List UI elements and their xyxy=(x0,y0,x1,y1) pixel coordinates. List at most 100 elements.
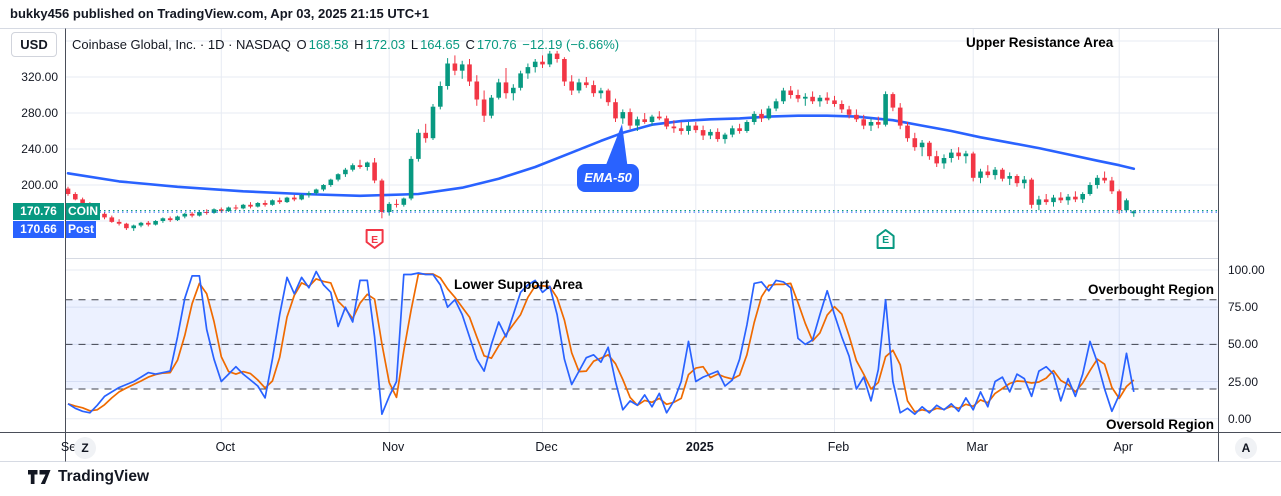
symbol-title: Coinbase Global, Inc. · 1D · NASDAQ xyxy=(72,37,291,52)
candle-body xyxy=(1029,179,1034,205)
candle-body xyxy=(642,119,647,122)
candle-body xyxy=(240,204,246,209)
candle-body xyxy=(255,203,261,207)
candle-body xyxy=(766,108,772,119)
lower-support-label: Lower Support Area xyxy=(454,277,583,292)
candle-body xyxy=(824,97,830,101)
candle-body xyxy=(1036,199,1042,205)
candle-body xyxy=(949,152,954,158)
post-market-price-badge[interactable]: 170.66 xyxy=(13,221,64,238)
candle-body xyxy=(744,122,750,131)
candle-body xyxy=(730,128,735,135)
candle-body xyxy=(598,90,604,94)
candle-body xyxy=(686,125,691,131)
timescale-z-button[interactable]: Z xyxy=(74,437,96,459)
candle-body xyxy=(584,82,589,86)
candle-body xyxy=(978,171,983,178)
candle-body xyxy=(620,112,626,119)
candle-body xyxy=(737,128,742,131)
candle-body xyxy=(532,61,538,68)
earnings-marker-letter: E xyxy=(882,234,889,246)
post-market-tag-badge[interactable]: Post xyxy=(66,221,96,238)
candle-body xyxy=(496,82,501,98)
candle-body xyxy=(1095,177,1100,185)
candle-body xyxy=(474,81,480,100)
candle-body xyxy=(416,132,421,159)
candle-body xyxy=(1102,177,1107,181)
candle-body xyxy=(781,90,786,102)
candle-body xyxy=(1131,211,1137,214)
candle-body xyxy=(138,222,144,226)
candle-body xyxy=(197,212,202,216)
low-value: 164.65 xyxy=(420,37,460,52)
candle-body xyxy=(1065,196,1071,201)
candle-body xyxy=(861,119,866,126)
candle-body xyxy=(985,171,991,176)
candle-body xyxy=(65,188,71,194)
candle-body xyxy=(1043,199,1049,203)
candle-body xyxy=(759,113,764,119)
price-axis-label: 280.00 xyxy=(21,106,58,120)
candle-body xyxy=(153,221,158,225)
candle-body xyxy=(671,126,677,129)
candle-body xyxy=(328,179,334,185)
attribution-text: bukky456 published on TradingView.com, A… xyxy=(10,6,429,21)
candle-body xyxy=(919,142,925,148)
earnings-marker-icon xyxy=(365,229,384,249)
candle-body xyxy=(635,119,640,126)
candle-body xyxy=(438,86,443,107)
candle-body xyxy=(795,95,801,99)
candle-body xyxy=(124,223,129,229)
time-axis-label: Oct xyxy=(216,440,236,454)
upper-resistance-label: Upper Resistance Area xyxy=(966,35,1114,50)
last-price-badge[interactable]: 170.76 xyxy=(13,203,64,220)
candle-body xyxy=(481,99,487,116)
candle-body xyxy=(956,152,961,157)
candle-body xyxy=(700,130,706,136)
candle-body xyxy=(306,193,312,195)
candle-body xyxy=(511,87,516,94)
candle-body xyxy=(1124,200,1129,211)
candle-body xyxy=(211,209,217,213)
candle-body xyxy=(262,203,268,205)
candle-body xyxy=(343,169,348,175)
tradingview-logo-icon xyxy=(28,469,51,484)
symbol-header[interactable]: Coinbase Global, Inc. · 1D · NASDAQ O 168… xyxy=(72,37,621,52)
candle-body xyxy=(146,222,151,225)
indicator-axis-label: 0.00 xyxy=(1228,411,1252,426)
indicator-axis-label: 50.00 xyxy=(1228,337,1259,352)
candle-body xyxy=(116,221,122,224)
candle-body xyxy=(386,203,392,212)
candle-body xyxy=(883,94,888,125)
candle-body xyxy=(1022,179,1027,184)
candle-body xyxy=(80,199,85,203)
indicator-axis-label: 100.00 xyxy=(1228,263,1265,277)
candle-body xyxy=(394,203,399,205)
currency-button[interactable]: USD xyxy=(11,32,57,57)
candle-body xyxy=(379,180,385,212)
candle-body xyxy=(182,213,188,217)
candle-body xyxy=(313,189,319,194)
candle-body xyxy=(423,132,428,139)
high-value: 172.03 xyxy=(365,37,406,52)
candle-body xyxy=(365,162,370,167)
candle-body xyxy=(927,142,932,157)
candle-body xyxy=(321,185,326,190)
candle-body xyxy=(459,64,465,71)
ema-callout-pointer xyxy=(604,124,628,170)
candle-body xyxy=(299,194,304,200)
candle-body xyxy=(627,112,633,126)
symbol-tag-badge[interactable]: COIN xyxy=(66,203,100,220)
candle-body xyxy=(664,118,669,127)
time-axis-label: Dec xyxy=(535,440,557,454)
candle-body xyxy=(569,81,574,91)
candle-body xyxy=(1080,194,1085,200)
candle-body xyxy=(1007,176,1012,179)
candle-body xyxy=(248,204,253,207)
candle-body xyxy=(1109,180,1115,192)
ema-50-callout[interactable]: EMA-50 xyxy=(577,164,639,192)
tradingview-footer[interactable]: TradingView xyxy=(28,468,149,486)
timescale-a-button[interactable]: A xyxy=(1235,437,1257,459)
candle-body xyxy=(715,131,720,140)
